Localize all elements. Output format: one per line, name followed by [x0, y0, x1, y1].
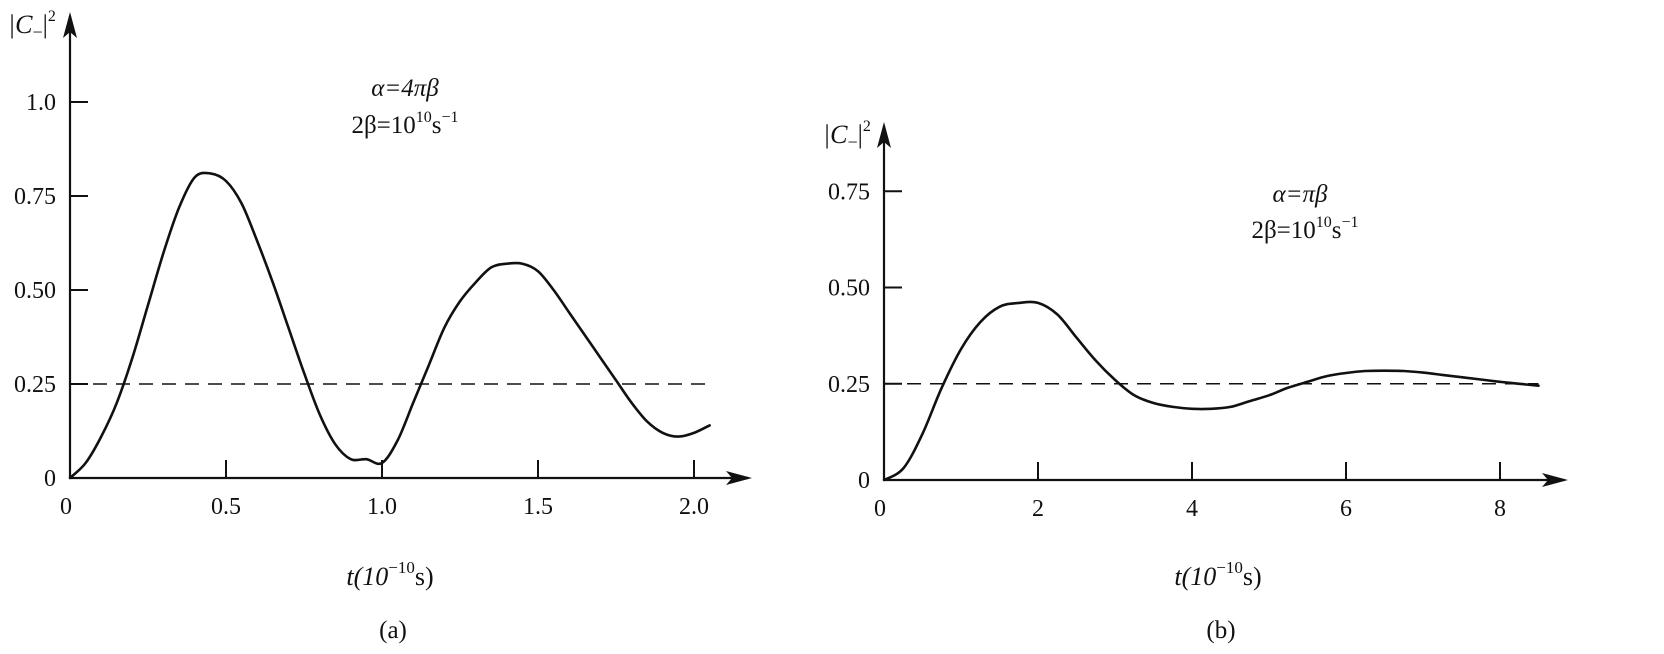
- y-tick-label-b-0: 0: [858, 468, 870, 494]
- x-tick-label-a-1: 0.5: [211, 494, 241, 520]
- x-tick-label-a-0: 0: [60, 494, 72, 520]
- x-tick-label-b-3: 6: [1340, 496, 1352, 522]
- x-tick-label-b-4: 8: [1494, 496, 1506, 522]
- panel-label-b: (b): [1206, 617, 1235, 644]
- y-tick-label-a-1: 0.25: [14, 372, 56, 398]
- y-axis-arrow-b: [877, 122, 891, 148]
- x-axis-arrow-b: [1542, 473, 1568, 487]
- x-axis-arrow-a: [726, 471, 752, 485]
- y-tick-label-a-4: 1.0: [26, 90, 56, 116]
- x-tick-label-b-2: 4: [1186, 496, 1198, 522]
- y-tick-label-a-2: 0.50: [14, 278, 56, 304]
- y-tick-label-a-0: 0: [44, 466, 56, 492]
- x-tick-label-b-0: 0: [874, 496, 886, 522]
- y-axis-title-b: |C−|2: [823, 118, 871, 152]
- y-axis-title-a: |C−|2: [8, 8, 56, 42]
- annotation-b-line2: 2β=1010s−1: [1251, 214, 1358, 244]
- axis-ticks-b: 0 2 4 6 8 0 0.25 0.50 0.75: [828, 179, 1506, 522]
- panel-label-a: (a): [379, 617, 407, 644]
- annotation-a-line2: 2β=1010s−1: [351, 109, 458, 139]
- x-axis-title-a: t(10−10s): [346, 558, 433, 591]
- chart-panel-b: 0 2 4 6 8 0 0.25 0.50 0.75 |C−|2 α=πβ 2β=1010s−1…: [823, 118, 1568, 644]
- y-tick-label-a-3: 0.75: [14, 184, 56, 210]
- x-tick-label-a-3: 1.5: [523, 494, 553, 520]
- annotation-b-line1: α=πβ: [1273, 181, 1329, 208]
- y-tick-label-b-3: 0.75: [828, 179, 870, 205]
- x-tick-label-a-2: 1.0: [367, 494, 397, 520]
- series-line-b: [882, 300, 1540, 482]
- annotation-a-line1: α=4πβ: [371, 75, 439, 102]
- y-tick-label-b-1: 0.25: [828, 372, 870, 398]
- y-tick-label-b-2: 0.50: [828, 276, 870, 302]
- x-tick-label-a-4: 2.0: [679, 494, 709, 520]
- series-line-a: [68, 171, 711, 480]
- axis-ticks-a: 0 0.5 1.0 1.5 2.0 0 0.25 0.50 0.75 1.0: [14, 90, 709, 520]
- y-axis-arrow-a: [63, 12, 77, 38]
- chart-panel-a: 0 0.5 1.0 1.5 2.0 0 0.25 0.50 0.75 1.0 |C−|2 α=4π…: [8, 8, 752, 644]
- x-axis-title-b: t(10−10s): [1174, 558, 1261, 591]
- x-tick-label-b-1: 2: [1032, 496, 1044, 522]
